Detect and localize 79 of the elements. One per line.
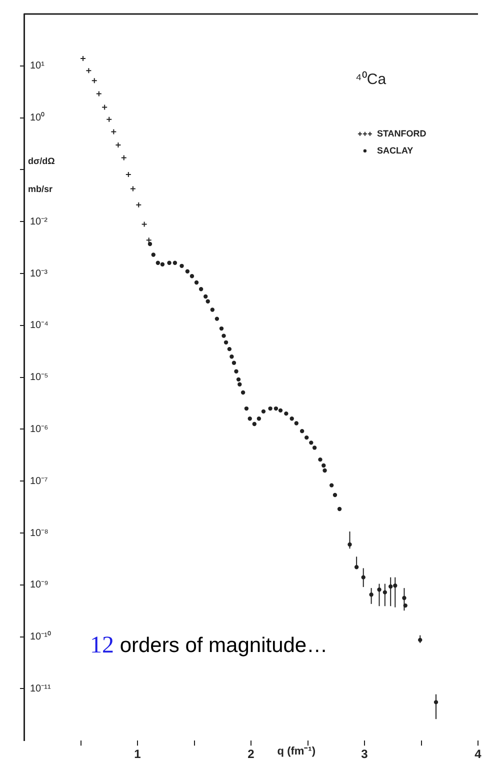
y-tick-label: 10⁻⁹ [30,580,48,591]
y-tick-label: 10⁻⁸ [30,528,48,539]
point [248,416,252,421]
point [244,406,249,411]
legend-label: STANFORD [376,128,427,138]
point [252,422,257,426]
point [278,408,283,413]
point [222,334,226,338]
point [230,354,234,359]
point [232,360,236,365]
y-tick-label: 10¹ [30,60,46,72]
point [290,416,294,421]
point [151,252,156,257]
y-tick-label: 10⁻⁴ [30,320,48,332]
y-tick-label: 10⁰ [30,112,46,124]
text: ⁴⁰Ca [355,71,387,88]
point [141,221,148,228]
y-tick-label: 10⁻² [30,216,48,228]
point [167,260,172,266]
point [219,326,224,331]
point [136,202,142,208]
point [91,78,98,84]
x-tick-label: 2 [248,747,255,762]
point [120,154,127,161]
point [214,316,220,321]
y-tick-label: 10⁻³ [30,268,48,280]
point [240,390,246,395]
text: dσ/dΩ mb/sr [28,156,55,194]
point [312,446,317,450]
annotation: 12 orders of magnitude… [90,632,328,658]
point [96,90,102,97]
point [198,287,204,292]
point [227,346,232,352]
point [130,186,136,192]
point [204,294,208,299]
x-tick-label: 1 [134,747,142,762]
point [268,406,272,411]
point [210,308,215,312]
point [172,260,178,266]
point [337,506,342,512]
point [160,262,165,266]
point [236,377,241,382]
point [261,409,266,414]
point [304,435,309,440]
point [148,242,152,246]
point [234,369,238,374]
point [318,457,322,462]
point [156,260,160,266]
y-tick-label: 10⁻¹⁰ [30,630,52,643]
point [322,468,327,473]
point [86,68,92,74]
y-tick-label: 10⁻⁶ [30,424,48,435]
x-axis-title: q (fm⁻¹) [277,746,316,758]
y-tick-label: 10⁻⁷ [30,476,48,487]
point [224,340,228,345]
x-tick-label: 4 [474,747,482,762]
point [190,274,194,278]
point [106,116,112,122]
point [110,128,117,135]
point [274,406,278,411]
x-tick-label: 3 [361,747,368,762]
point [102,104,108,110]
y-tick-label: 10⁻⁵ [30,372,48,384]
y-tick-label: 10⁻¹¹ [30,683,52,694]
point [206,299,210,304]
point [194,280,199,285]
point [146,237,152,244]
point [294,421,298,426]
point [256,416,262,421]
point [329,483,334,488]
point [309,440,314,445]
point [238,382,242,386]
point [185,269,190,274]
point [332,492,338,498]
point [284,411,288,416]
point [180,264,184,268]
point [300,428,304,434]
point [322,463,326,468]
legend-label: SACLAY [376,145,414,156]
